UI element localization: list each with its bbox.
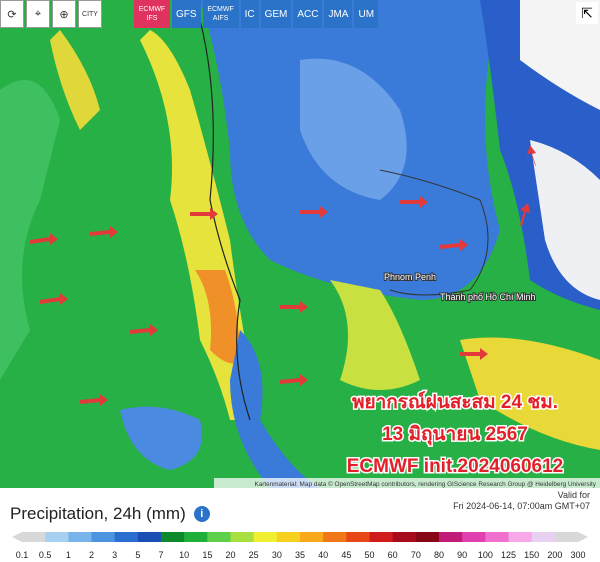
rain-area	[230, 330, 320, 488]
colorbar-label: 15	[202, 550, 212, 560]
colorbar-label: 1	[66, 550, 71, 560]
colorbar-label: 60	[388, 550, 398, 560]
colorbar-label: 125	[501, 550, 516, 560]
color-step	[230, 532, 255, 542]
location-button[interactable]: ⌖	[26, 0, 50, 28]
overlay-init: ECMWF init.2024060612	[347, 456, 563, 477]
land-dry	[530, 140, 600, 300]
colorbar-label: 50	[364, 550, 374, 560]
color-step	[45, 532, 69, 542]
colorbar-label: 0.1	[16, 550, 29, 560]
arrow-right	[578, 532, 588, 542]
colorbar-label: 30	[272, 550, 282, 560]
valid-label: Valid for	[557, 490, 590, 500]
color-step	[439, 532, 463, 542]
colorbar-label: 80	[434, 550, 444, 560]
color-step	[137, 532, 162, 542]
model-button[interactable]: UM	[354, 0, 379, 28]
legend-title: Precipitation, 24h (mm)	[10, 504, 186, 523]
arrow-left	[12, 532, 22, 542]
model-button[interactable]: ECMWF AIFS	[202, 0, 239, 28]
color-step	[415, 532, 440, 542]
color-step	[462, 532, 486, 542]
model-button[interactable]: ECMWF IFS	[134, 0, 170, 28]
color-step	[300, 532, 324, 542]
color-step	[184, 532, 208, 542]
colorbar-label: 300	[570, 550, 585, 560]
color-step	[392, 532, 417, 542]
legend-title-row: Precipitation, 24h (mm) i	[10, 504, 210, 524]
toolbar: ⟳ ⌖ ⊕ CITY ECMWF IFS GFS ECMWF AIFS IC GEM AC…	[0, 0, 379, 28]
color-step	[346, 532, 370, 542]
place-label: Phnom Penh	[384, 272, 436, 282]
color-step	[369, 532, 394, 542]
color-step	[114, 532, 139, 542]
color-step	[22, 532, 46, 542]
colorbar-label: 3	[112, 550, 117, 560]
info-button[interactable]: i	[193, 506, 210, 522]
colorbar-label: 10	[179, 550, 189, 560]
colorbar-label: 7	[158, 550, 163, 560]
color-step	[323, 532, 347, 542]
attribution-bg	[214, 478, 600, 488]
colorbar: 0.1 0.5 1 2 3 5 7 10 15 20 25 30 35 40 45 50 60 70 80 90 100…	[12, 532, 588, 560]
colorbar-label: 200	[547, 550, 562, 560]
colorbar-label: 40	[318, 550, 328, 560]
rain-area	[460, 337, 600, 450]
legend-panel: Precipitation, 24h (mm) i Valid for Fri 20…	[0, 488, 600, 562]
color-step	[161, 532, 185, 542]
overlay-title: พยากรณ์ฝนสะสม 24 ชม.	[352, 391, 558, 413]
city-button[interactable]: CITY	[78, 0, 102, 28]
rain-area	[0, 80, 60, 380]
share-button[interactable]: ⇱	[576, 2, 598, 24]
rain-area	[195, 270, 240, 364]
color-step	[531, 532, 556, 542]
color-step	[68, 532, 92, 542]
coastline	[199, 19, 251, 421]
colorbar-label: 35	[295, 550, 305, 560]
colorbar-label: 20	[225, 550, 235, 560]
refresh-button[interactable]: ⟳	[0, 0, 24, 28]
colorbar-label: 70	[411, 550, 421, 560]
colorbar-label: 150	[524, 550, 539, 560]
map: Phnom Penh Thành phố Hồ Chí Minh พยากรณ์…	[0, 0, 600, 488]
border	[379, 169, 489, 296]
colorbar-label: 90	[457, 550, 467, 560]
overlay-date: 13 มิถุนายน 2567	[382, 424, 528, 446]
model-button[interactable]: ACC	[293, 0, 323, 28]
model-button[interactable]: IC	[240, 0, 259, 28]
color-step	[485, 532, 509, 542]
rain-area	[120, 406, 202, 470]
color-step	[508, 532, 533, 542]
rain-area	[330, 280, 420, 390]
color-step	[91, 532, 116, 542]
spacer	[104, 0, 132, 28]
place-label: Thành phố Hồ Chí Minh	[440, 292, 536, 302]
valid-time: Fri 2024-06-14, 07:00am GMT+07	[453, 501, 590, 511]
valid-box: Valid for Fri 2024-06-14, 07:00am GMT+07	[453, 490, 590, 512]
colorbar-label: 0.5	[39, 550, 52, 560]
colorbar-label: 5	[135, 550, 140, 560]
attribution: Kartenmaterial: Map data © OpenStreetMap…	[254, 480, 596, 488]
colorbar-label: 2	[89, 550, 94, 560]
rain-area	[50, 30, 100, 130]
rain-area	[300, 58, 407, 201]
colorbar-label: 100	[478, 550, 493, 560]
model-button[interactable]: GFS	[172, 0, 201, 28]
zoom-button[interactable]: ⊕	[52, 0, 76, 28]
color-step	[253, 532, 278, 542]
color-step	[554, 532, 579, 542]
land-dry	[520, 0, 600, 110]
color-step	[207, 532, 231, 542]
model-button[interactable]: GEM	[260, 0, 292, 28]
colorbar-label: 45	[341, 550, 351, 560]
model-button[interactable]: JMA	[324, 0, 353, 28]
color-step	[276, 532, 301, 542]
colorbar-label: 25	[249, 550, 259, 560]
wind-arrows	[30, 145, 536, 406]
